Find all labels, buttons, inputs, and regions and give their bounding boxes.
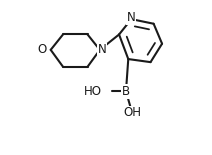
Text: O: O <box>38 43 47 56</box>
Text: HO: HO <box>84 85 102 98</box>
Text: N: N <box>127 11 136 24</box>
Text: OH: OH <box>123 106 141 119</box>
Text: N: N <box>98 43 107 56</box>
Text: B: B <box>122 85 130 98</box>
